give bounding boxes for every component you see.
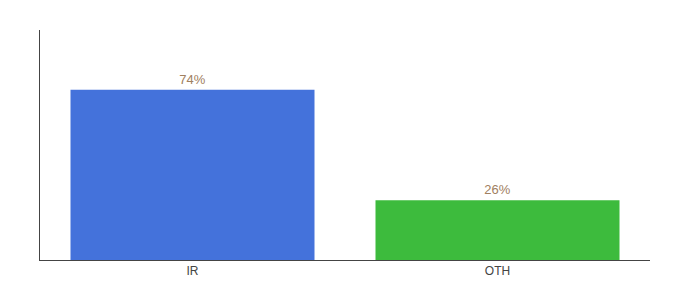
svg-text:OTH: OTH [485, 264, 510, 278]
svg-text:74%: 74% [179, 72, 205, 87]
svg-text:26%: 26% [484, 182, 510, 197]
svg-text:IR: IR [187, 264, 199, 278]
